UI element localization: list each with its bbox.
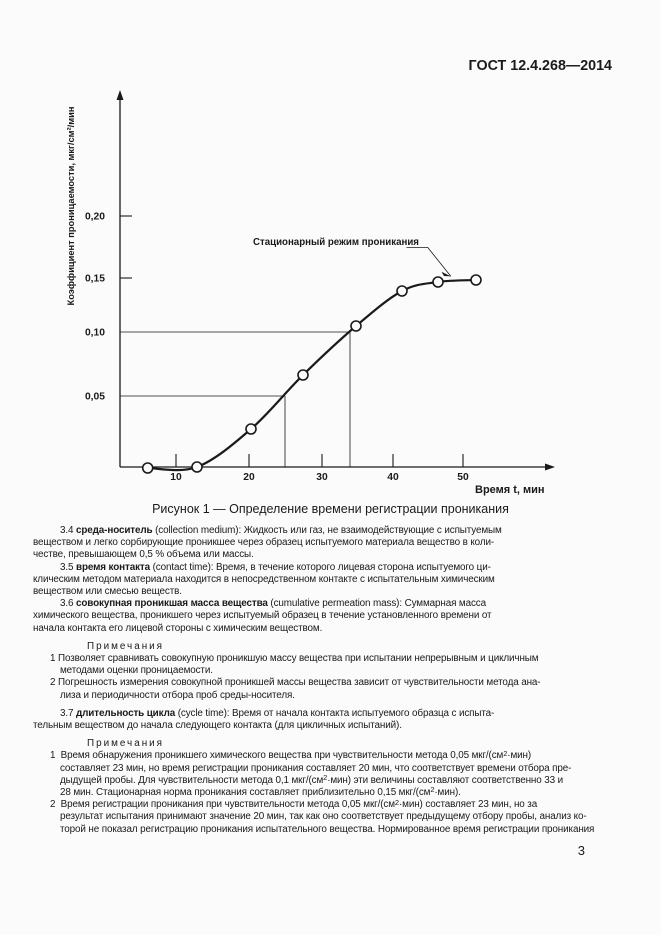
svg-text:20: 20 bbox=[243, 472, 255, 483]
svg-text:0,10: 0,10 bbox=[85, 328, 105, 339]
svg-text:0,05: 0,05 bbox=[85, 392, 105, 403]
svg-text:10: 10 bbox=[170, 472, 182, 483]
svg-text:Время t, мин: Время t, мин bbox=[475, 484, 545, 496]
svg-text:0,15: 0,15 bbox=[85, 274, 105, 285]
svg-text:30: 30 bbox=[316, 472, 328, 483]
svg-text:0,20: 0,20 bbox=[85, 212, 105, 223]
svg-text:50: 50 bbox=[457, 472, 469, 483]
svg-text:40: 40 bbox=[387, 472, 399, 483]
svg-text:Стационарный режим проникания: Стационарный режим проникания bbox=[253, 237, 419, 248]
svg-text:Коэффициент проницаемости, мкг: Коэффициент проницаемости, мкг/см²/мин bbox=[66, 107, 76, 306]
